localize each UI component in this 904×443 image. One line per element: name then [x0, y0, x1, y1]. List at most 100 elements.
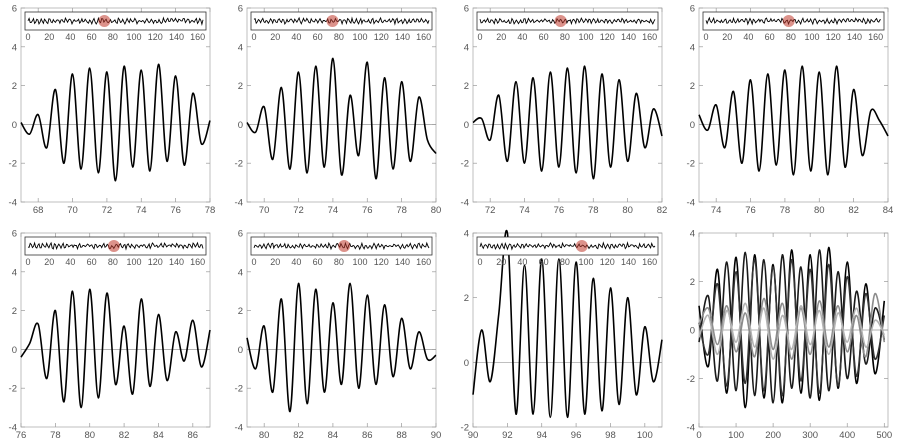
x-tick-label: 76	[362, 205, 373, 216]
y-tick-label: -2	[235, 159, 243, 170]
inset-tick-label: 0	[703, 32, 708, 42]
x-tick-label: 72	[293, 205, 304, 216]
inset-frame	[476, 236, 659, 256]
chart-panel-4: -4 -2 0 2 4 6 74 76 78 80 82 84 0 20 40 60 80 100 120 140 16…	[678, 0, 900, 218]
x-tick-label: 300	[802, 430, 818, 441]
inset-tick-label: 120	[374, 32, 389, 42]
inset-tick-label: 60	[539, 257, 549, 267]
x-tick-label: 84	[883, 205, 894, 216]
series-line-3	[698, 258, 886, 397]
inset-signal	[27, 16, 204, 26]
inset-tick-label: 140	[169, 32, 184, 42]
x-tick-label: 72	[485, 205, 496, 216]
inset-tick-label: 100	[579, 257, 594, 267]
inset-tick-label: 40	[743, 32, 753, 42]
y-tick-label: 0	[690, 326, 695, 337]
x-tick-label: 100	[728, 430, 744, 441]
y-tick-label: -4	[9, 423, 17, 434]
inset-highlight	[98, 15, 111, 27]
chart-svg-3: -4 -2 0 2 4 6 72 74 76 78 80 82 0 20 40 60 80 100 120 140 16…	[461, 4, 668, 217]
inset-tick-label: 60	[313, 32, 323, 42]
y-tick-label: 2	[238, 306, 243, 317]
y-tick-label: 6	[238, 4, 243, 15]
x-tick-label: 80	[814, 205, 825, 216]
x-tick-label: 74	[328, 205, 339, 216]
inset-tick-label: 60	[539, 32, 549, 42]
y-tick-label: 6	[464, 4, 469, 15]
inset-tick-label: 40	[517, 32, 527, 42]
inset-signal	[253, 16, 430, 26]
y-tick-label: -2	[9, 384, 17, 395]
chart-panel-5: -4 -2 0 2 4 6 76 78 80 82 84 86 0 20 40 60 80 100 120 140 16…	[0, 225, 222, 443]
x-tick-label: 88	[396, 430, 407, 441]
chart-svg-7: -2 0 2 4 90 92 94 96 98 100 0 20 40 60 80 100 120 140 160	[461, 229, 663, 441]
plot-frame	[246, 232, 437, 428]
y-tick-label: -2	[235, 384, 243, 395]
series-line-5	[698, 302, 886, 360]
x-tick-label: 82	[848, 205, 859, 216]
y-tick-label: 6	[690, 4, 695, 15]
inset-highlight	[338, 240, 351, 252]
chart-svg-2: -4 -2 0 2 4 6 70 72 74 76 78 80 0 20 40 60 80 100 120 140 16…	[235, 4, 442, 217]
y-tick-label: 0	[12, 345, 17, 356]
inset-tick-label: 20	[270, 257, 280, 267]
inset-tick-label: 140	[395, 257, 410, 267]
chart-panel-7: -2 0 2 4 90 92 94 96 98 100 0 20 40 60 80 100 120 140 160	[452, 225, 674, 443]
x-tick-label: 76	[170, 205, 181, 216]
inset-tick-label: 20	[270, 32, 280, 42]
inset-tick-label: 80	[334, 32, 344, 42]
inset-tick-label: 0	[251, 257, 256, 267]
y-tick-label: 6	[12, 4, 17, 15]
y-tick-label: -4	[687, 198, 695, 209]
y-tick-label: 0	[690, 120, 695, 131]
y-tick-label: 2	[690, 277, 695, 288]
inset-tick-label: 20	[722, 32, 732, 42]
inset-overview: 0 20 40 60 80 100 120 140 160	[476, 11, 659, 42]
inset-tick-label: 80	[560, 257, 570, 267]
x-tick-label: 78	[205, 205, 216, 216]
inset-tick-label: 160	[416, 32, 431, 42]
x-tick-label: 76	[745, 205, 756, 216]
y-tick-label: 2	[690, 81, 695, 92]
y-tick-label: 2	[464, 81, 469, 92]
inset-tick-label: 20	[44, 32, 54, 42]
chart-panel-6: -4 -2 0 2 4 6 80 82 84 86 88 90 0 20 40 60 80 100 120 140 16…	[226, 225, 448, 443]
inset-tick-label: 20	[44, 257, 54, 267]
x-tick-label: 98	[605, 430, 616, 441]
y-tick-label: 4	[238, 42, 243, 53]
chart-svg-4: -4 -2 0 2 4 6 74 76 78 80 82 84 0 20 40 60 80 100 120 140 16…	[687, 4, 894, 217]
inset-signal	[479, 241, 656, 251]
inset-tick-label: 80	[108, 32, 118, 42]
chart-panel-3: -4 -2 0 2 4 6 72 74 76 78 80 82 0 20 40 60 80 100 120 140 16…	[452, 0, 674, 218]
inset-tick-label: 160	[416, 257, 431, 267]
inset-overview: 0 20 40 60 80 100 120 140 160	[702, 11, 885, 42]
x-tick-label: 76	[16, 430, 27, 441]
inset-tick-label: 40	[291, 32, 301, 42]
y-tick-label: 2	[464, 293, 469, 304]
inset-overview: 0 20 40 60 80 100 120 140 160	[476, 236, 659, 267]
chart-svg-5: -4 -2 0 2 4 6 76 78 80 82 84 86 0 20 40 60 80 100 120 140 16…	[9, 229, 211, 441]
x-tick-label: 0	[696, 430, 701, 441]
inset-tick-label: 100	[127, 257, 142, 267]
inset-tick-label: 0	[251, 32, 256, 42]
x-tick-label: 74	[519, 205, 530, 216]
y-tick-label: 4	[12, 267, 17, 278]
inset-tick-label: 100	[579, 32, 594, 42]
inset-tick-label: 140	[169, 257, 184, 267]
inset-overview: 0 20 40 60 80 100 120 140 160	[24, 11, 207, 42]
x-tick-label: 76	[554, 205, 565, 216]
x-tick-label: 70	[259, 205, 270, 216]
x-tick-label: 82	[119, 430, 130, 441]
inset-tick-label: 120	[148, 257, 163, 267]
plot-frame	[698, 7, 889, 203]
inset-tick-label: 100	[353, 257, 368, 267]
x-tick-label: 90	[431, 430, 442, 441]
x-tick-label: 94	[536, 430, 547, 441]
y-tick-label: 0	[464, 358, 469, 369]
x-tick-label: 400	[839, 430, 855, 441]
y-tick-label: 4	[464, 229, 469, 240]
x-tick-label: 70	[67, 205, 78, 216]
y-tick-label: 4	[690, 229, 695, 240]
y-tick-label: 2	[238, 81, 243, 92]
